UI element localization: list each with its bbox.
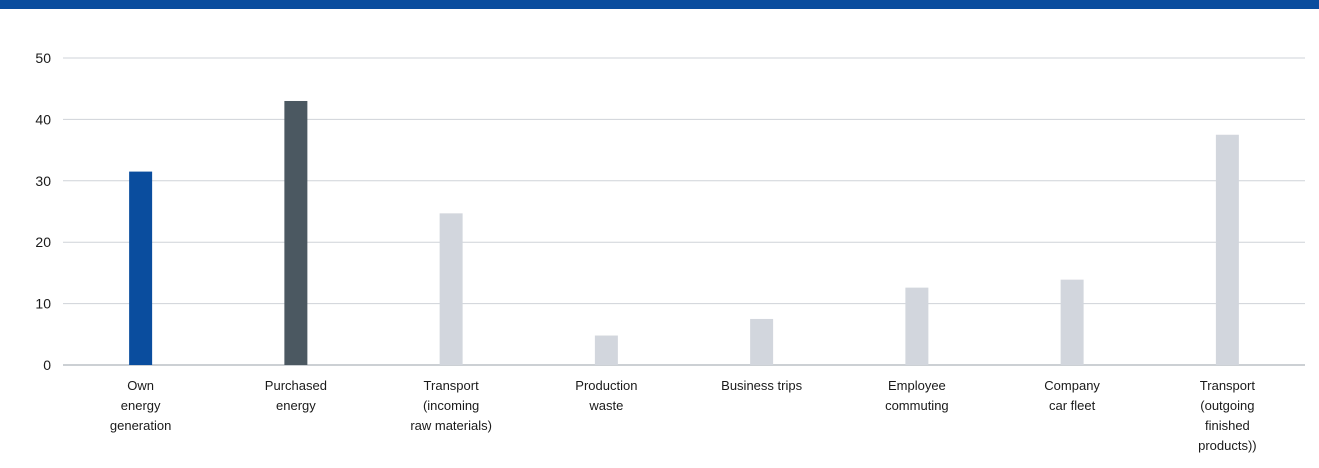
y-tick-label: 0: [43, 357, 51, 373]
x-category-label: Own energy generation: [110, 378, 171, 433]
grid-lines: [63, 57, 1305, 366]
x-category-label: Transport (outgoing finished products)): [1198, 378, 1257, 453]
x-category-label: Company car fleet: [1044, 378, 1100, 413]
y-tick-label: 20: [35, 234, 51, 250]
y-tick-label: 30: [35, 173, 51, 189]
bar-1: [129, 171, 153, 365]
x-axis-category-labels: Own energy generation Purchased energy Transp…: [110, 378, 1257, 453]
bars: [129, 100, 1239, 365]
y-tick-label: 50: [35, 50, 51, 66]
bar-4: [594, 335, 618, 365]
bar-3: [439, 213, 463, 365]
bar-6: [905, 287, 929, 365]
x-category-label: Employee commuting: [885, 378, 949, 413]
y-axis-tick-labels: 0 10 20 30 40 50: [35, 50, 51, 373]
bar-7: [1060, 279, 1084, 365]
top-accent-bar: [0, 0, 1319, 9]
x-category-label: Business trips: [721, 378, 802, 393]
bar-2: [284, 100, 308, 365]
x-category-label: Transport (incoming raw materials): [410, 378, 492, 433]
y-tick-label: 40: [35, 111, 51, 127]
y-tick-label: 10: [35, 296, 51, 312]
bar-8: [1215, 134, 1239, 365]
x-category-label: Purchased energy: [265, 378, 327, 413]
bar-5: [750, 318, 774, 365]
x-category-label: Production waste: [575, 378, 637, 413]
